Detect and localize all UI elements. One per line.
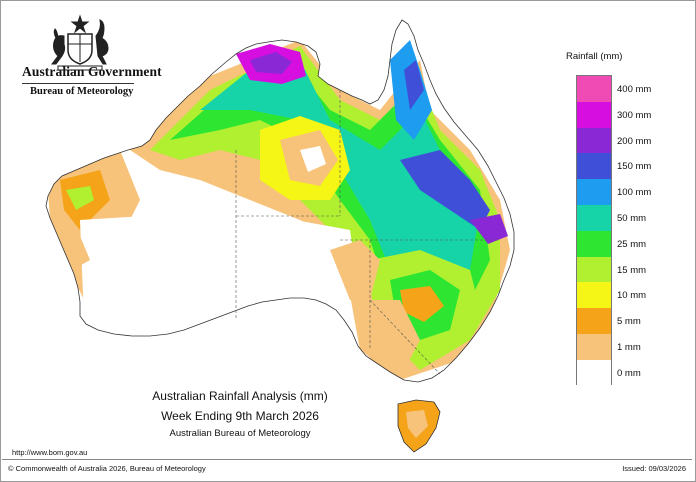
legend-swatch [577, 359, 611, 386]
legend-swatch [577, 230, 611, 257]
map-source: Australian Bureau of Meteorology [169, 428, 311, 439]
legend-color-bar [576, 75, 612, 386]
legend-label: 15 mm [617, 264, 647, 276]
legend-swatch [577, 127, 611, 154]
legend-label: 0 mm [617, 367, 641, 379]
legend-swatch [577, 179, 611, 205]
legend-swatch [577, 101, 611, 128]
legend-label: 50 mm [617, 213, 647, 224]
legend-label: 1 mm [617, 342, 641, 353]
map-period: Week Ending 9th March 2026 [161, 409, 319, 423]
legend-swatch [577, 153, 611, 180]
legend-title: Rainfall (mm) [566, 51, 623, 62]
legend-swatch [577, 334, 611, 360]
legend-label: 25 mm [617, 238, 647, 250]
legend-label: 100 mm [617, 187, 652, 199]
legend-swatch [577, 282, 611, 309]
legend-label: 10 mm [617, 290, 647, 302]
legend-label: 200 mm [617, 135, 652, 147]
legend-swatch [577, 308, 611, 334]
legend-label: 400 mm [617, 84, 652, 95]
coat-of-arms-logo [51, 14, 109, 71]
legend-label: 300 mm [617, 109, 652, 121]
rainfall-map [45, 19, 515, 453]
map-title: Australian Rainfall Analysis (mm) [152, 389, 328, 403]
footer-divider [2, 459, 692, 460]
bureau-name: Bureau of Meteorology [30, 86, 134, 97]
mainland-outline [45, 19, 515, 383]
legend-swatch [577, 256, 611, 283]
website-link[interactable]: http://www.bom.gov.au [12, 448, 88, 457]
mainland-rainfall [46, 20, 514, 382]
tasmania [397, 399, 441, 453]
copyright-notice: © Commonwealth of Australia 2026, Bureau… [8, 464, 206, 473]
legend-label: 150 mm [617, 161, 652, 173]
issued-date: Issued: 09/03/2026 [622, 464, 686, 473]
legend-label: 5 mm [617, 316, 641, 328]
legend-swatch [577, 76, 611, 102]
government-name: Australian Government [22, 64, 162, 79]
state-borders [235, 90, 500, 375]
header-divider [22, 83, 134, 84]
legend-swatch [577, 205, 611, 231]
